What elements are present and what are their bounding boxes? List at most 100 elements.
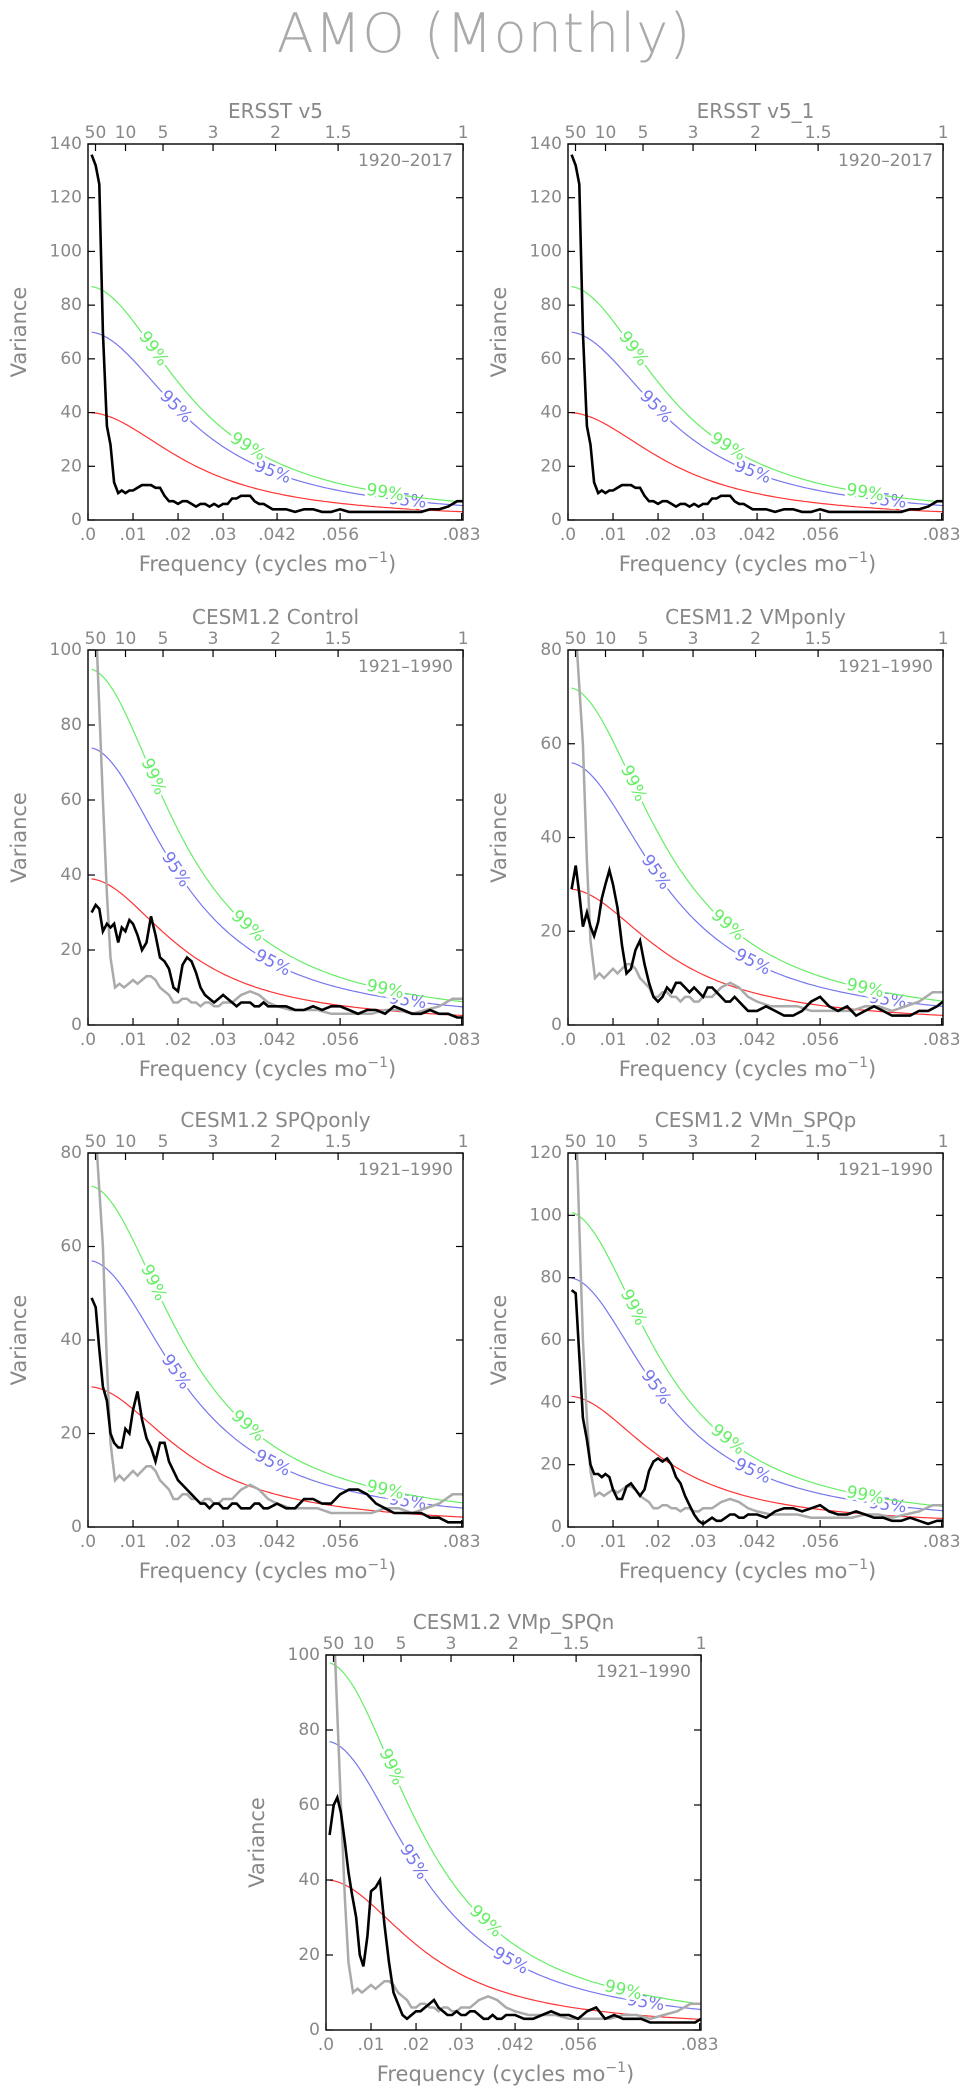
- ci-label: 99%: [845, 975, 886, 1003]
- x-tick-label: .042: [258, 1532, 296, 1552]
- chart-title: ERSST v5: [228, 99, 323, 123]
- top-tick-label: 1: [696, 1634, 707, 1654]
- x-tick-label: .0: [80, 525, 96, 545]
- ci99-curve: [571, 1212, 943, 1508]
- top-tick-label: 10: [595, 629, 617, 649]
- ci95-curve: [571, 1277, 943, 1512]
- ci-label: 99%: [365, 480, 406, 506]
- x-tick-label: .083: [923, 1532, 961, 1552]
- period-label: 1920–2017: [838, 151, 933, 171]
- x-tick-label: .083: [443, 525, 481, 545]
- top-tick-label: 1.5: [325, 629, 352, 649]
- ci-label: 99%: [134, 328, 172, 370]
- y-tick-label: 40: [60, 403, 82, 423]
- ci99-curve: [571, 286, 943, 503]
- x-axis-label: Frequency (cycles mo−1): [139, 1055, 396, 1081]
- top-tick-label: 50: [323, 1634, 345, 1654]
- x-tick-label: .02: [165, 525, 192, 545]
- y-tick-label: 60: [60, 349, 82, 369]
- top-tick-label: 2: [270, 123, 281, 143]
- y-tick-label: 100: [530, 241, 562, 261]
- top-tick-label: 1.5: [805, 1132, 832, 1152]
- y-tick-label: 20: [60, 940, 82, 960]
- period-label: 1921–1990: [358, 1160, 453, 1180]
- y-tick-label: 40: [540, 828, 562, 848]
- top-tick-label: 3: [688, 629, 699, 649]
- ci-label: 95%: [157, 1351, 195, 1394]
- page-title: AMO (Monthly): [276, 2, 692, 65]
- top-tick-label: 1: [458, 1132, 469, 1152]
- top-tick-label: 1: [458, 123, 469, 143]
- y-axis-label: Variance: [245, 1797, 269, 1888]
- x-tick-label: .056: [321, 1532, 359, 1552]
- y-tick-label: 100: [288, 1645, 320, 1665]
- y-tick-label: 60: [540, 1330, 562, 1350]
- x-tick-label: .03: [210, 1532, 237, 1552]
- x-tick-label: .03: [210, 525, 237, 545]
- top-tick-label: 1: [938, 123, 949, 143]
- ci95-curve: [91, 1260, 463, 1509]
- x-tick-label: .01: [119, 1030, 146, 1050]
- y-tick-label: 20: [540, 921, 562, 941]
- top-tick-label: 5: [638, 123, 649, 143]
- y-axis-label: Variance: [487, 287, 511, 378]
- top-tick-label: 3: [688, 123, 699, 143]
- x-tick-label: .056: [801, 525, 839, 545]
- ci-label: 99%: [365, 976, 406, 1004]
- ci99-curve: [91, 286, 463, 503]
- ci-label: 99%: [614, 328, 652, 370]
- y-tick-label: 100: [50, 640, 82, 660]
- top-tick-label: 1: [938, 629, 949, 649]
- y-axis-label: Variance: [7, 287, 31, 378]
- period-label: 1921–1990: [358, 657, 453, 677]
- spectrum-line: [570, 865, 943, 1018]
- ci95-curve: [91, 747, 463, 1008]
- x-tick-label: .042: [738, 525, 776, 545]
- x-tick-label: .0: [560, 525, 576, 545]
- ci-label: 99%: [707, 1420, 749, 1459]
- top-tick-label: 50: [85, 123, 107, 143]
- y-tick-label: 0: [71, 1015, 82, 1035]
- top-tick-label: 1.5: [805, 123, 832, 143]
- ci-label: 99%: [845, 1482, 886, 1509]
- x-tick-label: .01: [599, 1030, 626, 1050]
- top-tick-label: 1: [458, 629, 469, 649]
- ci-label: 99%: [602, 1976, 643, 2004]
- top-tick-label: 5: [158, 123, 169, 143]
- chart-title: CESM1.2 Control: [192, 605, 359, 629]
- y-tick-label: 40: [60, 865, 82, 885]
- top-tick-label: 3: [688, 1132, 699, 1152]
- y-axis-label: Variance: [7, 792, 31, 883]
- y-tick-label: 20: [60, 1424, 82, 1444]
- top-tick-label: 2: [750, 629, 761, 649]
- x-tick-label: .0: [318, 2035, 334, 2055]
- x-axis-label: Frequency (cycles mo−1): [619, 1055, 876, 1081]
- y-tick-label: 0: [309, 2020, 320, 2040]
- y-axis-label: Variance: [487, 792, 511, 883]
- period-label: 1921–1990: [596, 1662, 691, 1682]
- top-tick-label: 2: [750, 1132, 761, 1152]
- y-tick-label: 120: [530, 1143, 562, 1163]
- y-tick-label: 80: [540, 295, 562, 315]
- top-tick-label: 5: [638, 629, 649, 649]
- y-tick-label: 20: [540, 1455, 562, 1475]
- top-tick-label: 50: [85, 1132, 107, 1152]
- chart-panel: 95%95%95%99%99%99%020406080.0.01.02.03.0…: [487, 605, 961, 1081]
- y-tick-label: 20: [60, 456, 82, 476]
- top-tick-label: 5: [158, 1132, 169, 1152]
- y-tick-label: 20: [298, 1945, 320, 1965]
- top-tick-label: 2: [750, 123, 761, 143]
- period-label: 1920–2017: [358, 151, 453, 171]
- x-tick-label: .083: [923, 525, 961, 545]
- ci-label: 95%: [395, 1841, 432, 1884]
- top-tick-label: 10: [595, 123, 617, 143]
- y-tick-label: 80: [60, 715, 82, 735]
- x-tick-label: .042: [258, 525, 296, 545]
- chart-panel: 95%95%95%99%99%99%020406080.0.01.02.03.0…: [7, 1108, 481, 1583]
- y-tick-label: 100: [530, 1205, 562, 1225]
- spectrum-line: [90, 1297, 463, 1524]
- spectrum-line: [328, 1793, 701, 2024]
- x-tick-label: .042: [738, 1532, 776, 1552]
- top-tick-label: 10: [115, 629, 137, 649]
- x-tick-label: .056: [559, 2035, 597, 2055]
